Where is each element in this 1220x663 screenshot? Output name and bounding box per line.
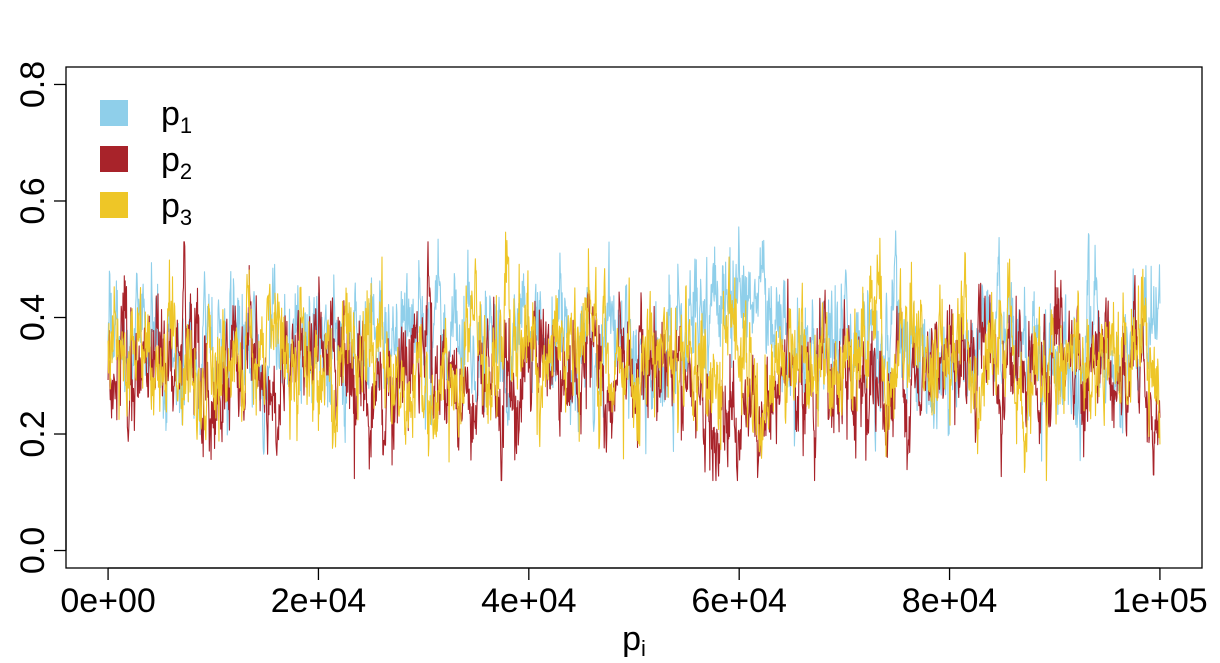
y-axis: 0.0 0.2 0.4 0.6 0.8 bbox=[14, 61, 67, 574]
x-axis: 0e+00 2e+04 4e+04 6e+04 8e+04 1e+05 bbox=[60, 567, 1208, 620]
y-tick-label: 0.8 bbox=[14, 61, 52, 108]
y-tick-label: 0.6 bbox=[14, 177, 52, 224]
x-tick-label: 1e+05 bbox=[1112, 582, 1208, 620]
x-tick-label: 8e+04 bbox=[902, 582, 998, 620]
legend-swatch bbox=[100, 100, 128, 126]
legend-label: p2 bbox=[161, 141, 192, 184]
x-axis-title-main: p bbox=[622, 620, 641, 658]
x-axis-title: pi bbox=[622, 620, 646, 661]
x-axis-title-subscript: i bbox=[641, 636, 646, 661]
y-tick-label: 0.4 bbox=[14, 294, 52, 341]
x-tick-label: 2e+04 bbox=[271, 582, 367, 620]
legend-label: p3 bbox=[161, 187, 192, 230]
y-tick-label: 0.2 bbox=[14, 410, 52, 457]
x-tick-label: 6e+04 bbox=[691, 582, 787, 620]
legend-label: p1 bbox=[161, 95, 192, 138]
y-tick-label: 0.0 bbox=[14, 527, 52, 574]
legend-swatch bbox=[100, 146, 128, 172]
plot-frame bbox=[65, 66, 1203, 569]
series-line-p3 bbox=[107, 231, 1161, 482]
x-tick-label: 0e+00 bbox=[60, 582, 156, 620]
x-tick-label: 4e+04 bbox=[481, 582, 577, 620]
series-layer bbox=[107, 226, 1161, 482]
legend-swatch bbox=[100, 192, 128, 218]
